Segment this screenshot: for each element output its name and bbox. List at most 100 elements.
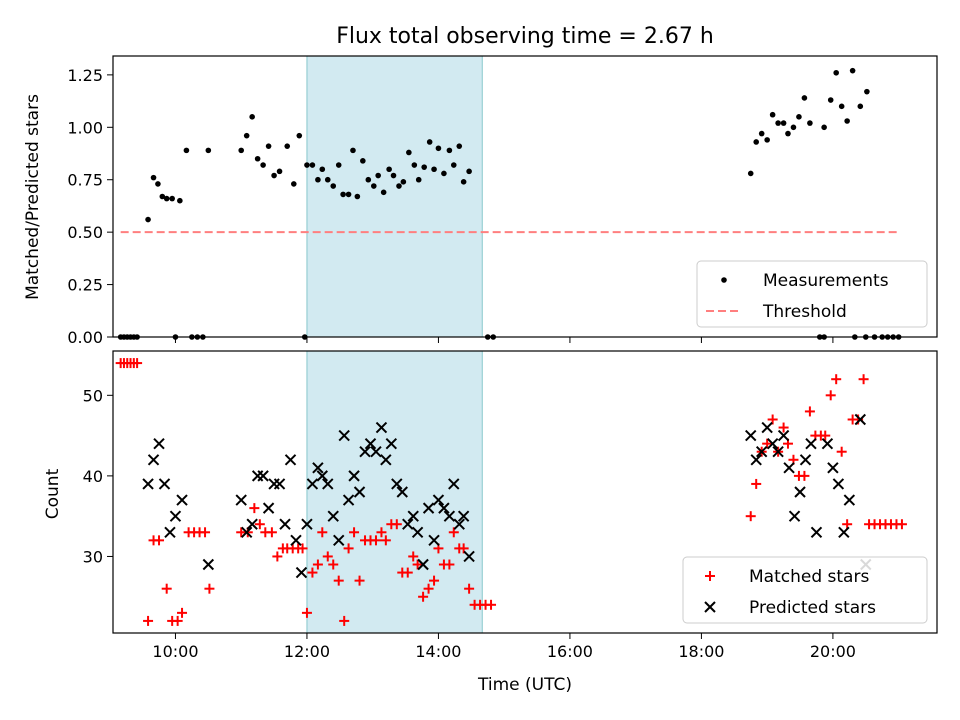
measurement-point	[796, 114, 802, 120]
matched-star-point	[402, 567, 413, 578]
y-tick-label: 1.25	[67, 66, 103, 85]
predicted-star-point	[463, 550, 475, 563]
predicted-star-point	[428, 534, 440, 547]
measurement-point	[446, 147, 453, 154]
measurement-point	[426, 139, 433, 145]
measurement-point	[276, 168, 283, 175]
measurement-point	[330, 183, 337, 189]
matched-star-point	[301, 607, 312, 618]
legend-box	[696, 260, 928, 328]
x-stroke-b	[295, 566, 308, 579]
x-stroke-b	[805, 437, 817, 450]
x-stroke-b	[750, 454, 762, 466]
measurement-point	[319, 166, 326, 173]
measurement-point	[315, 176, 321, 183]
x-stroke-b	[755, 446, 768, 458]
predicted-star-point	[750, 454, 762, 466]
predicted-star-point	[854, 413, 867, 426]
x-stroke-b	[827, 462, 839, 474]
measurement-point	[838, 103, 845, 110]
legend-label: Predicted stars	[749, 598, 876, 618]
measurement-point	[790, 124, 797, 131]
predicted-star-point	[176, 494, 188, 506]
observing-span	[306, 350, 483, 634]
y-tick-label: 1.00	[67, 118, 103, 137]
measurement-point	[857, 103, 864, 110]
measurement-point	[415, 176, 422, 183]
predicted-star-point	[353, 486, 366, 498]
x-stroke-b	[432, 494, 445, 506]
measurement-point	[833, 69, 839, 76]
predicted-star-point	[235, 494, 247, 506]
predicted-star-point	[777, 429, 790, 442]
matched-star-point	[349, 527, 360, 538]
matched-star-point	[272, 551, 283, 562]
measurement-point	[350, 147, 356, 154]
matched-star-point	[154, 535, 165, 546]
x-stroke-b	[333, 534, 345, 547]
matched-star-point	[204, 583, 215, 594]
x-stroke-b	[380, 454, 392, 466]
measurement-point	[271, 172, 277, 179]
x-tick-label: 10:00	[152, 642, 198, 661]
predicted-star-point	[375, 421, 388, 434]
x-stroke-b	[147, 454, 160, 466]
predicted-star-point	[380, 454, 392, 466]
chart-title: Flux total observing time = 2.67 h	[336, 24, 714, 49]
measurement-point	[775, 120, 781, 126]
matched-star-point	[842, 519, 853, 530]
x-stroke-b	[262, 502, 275, 514]
x-stroke-b	[290, 534, 302, 547]
x-stroke-b	[788, 510, 801, 522]
predicted-star-point	[805, 437, 817, 450]
matched-star-point	[896, 519, 907, 530]
x-tick-label: 12:00	[284, 642, 330, 661]
matched-star-point	[370, 535, 381, 546]
measurement-point	[296, 132, 303, 139]
measurement-point	[335, 162, 342, 168]
x-stroke-b	[407, 510, 419, 522]
matched-star-point	[825, 390, 836, 401]
predicted-star-point	[761, 421, 773, 434]
legend: Measurements Threshold	[696, 260, 928, 328]
x-stroke-b	[457, 510, 470, 522]
measurement-point	[780, 120, 787, 126]
predicted-star-point	[342, 494, 355, 506]
matched-star-point	[423, 583, 434, 594]
matched-star-point	[858, 374, 869, 385]
x-stroke-b	[766, 437, 779, 450]
matched-star-point	[339, 615, 350, 626]
matched-star-point	[408, 551, 419, 562]
predicted-star-point	[799, 454, 812, 466]
matched-star-point	[161, 583, 172, 594]
predicted-star-point	[843, 494, 856, 506]
measurement-point	[758, 130, 765, 137]
predicted-star-point	[396, 486, 408, 498]
matched-star-point	[172, 615, 183, 626]
measurement-point	[827, 97, 834, 103]
top-panel-ratio: 0.00 0.25 0.50 0.75 1.00 1.25 Measurements Thre…	[67, 55, 938, 347]
measurement-point	[844, 118, 850, 124]
measurement-point	[145, 216, 151, 223]
measurement-point	[431, 166, 437, 173]
predicted-star-point	[348, 470, 360, 482]
matched-star-point	[317, 527, 328, 538]
measurement-point	[340, 191, 346, 198]
measurement-point	[155, 181, 161, 187]
measurement-point	[260, 162, 266, 168]
measurement-point	[249, 114, 255, 120]
measurement-point	[205, 147, 212, 154]
predicted-star-point	[457, 510, 470, 522]
predicted-star-point	[316, 470, 328, 482]
measurement-point	[764, 137, 770, 143]
predicted-star-point	[306, 478, 319, 490]
predicted-star-point	[432, 494, 445, 506]
x-stroke-b	[821, 437, 834, 450]
measurement-point	[183, 147, 190, 154]
x-stroke-b	[838, 526, 850, 538]
x-stroke-b	[353, 486, 366, 498]
x-stroke-b	[176, 494, 188, 506]
y-tick-label: 0.50	[67, 223, 103, 242]
predicted-star-point	[262, 502, 275, 514]
x-stroke-b	[348, 470, 360, 482]
